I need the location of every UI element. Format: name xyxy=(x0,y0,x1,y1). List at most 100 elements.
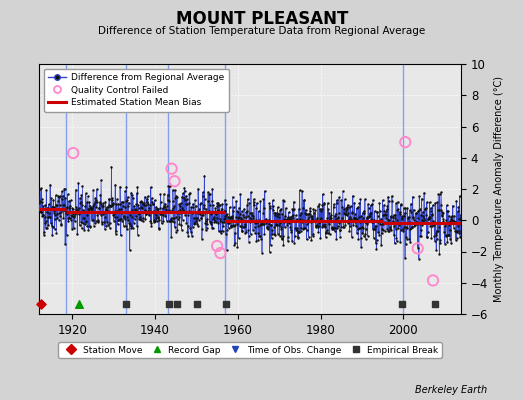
Point xyxy=(169,197,178,204)
Point xyxy=(443,239,452,246)
Point xyxy=(60,206,69,213)
Point xyxy=(341,211,349,217)
Point xyxy=(439,218,447,224)
Point xyxy=(426,214,434,220)
Point xyxy=(382,208,390,215)
Point xyxy=(247,189,255,196)
Point xyxy=(36,208,44,214)
Point xyxy=(75,205,83,211)
Point xyxy=(394,198,402,205)
Point xyxy=(313,215,321,222)
Point xyxy=(439,210,447,216)
Point xyxy=(192,210,201,216)
Point xyxy=(451,219,459,225)
Point xyxy=(48,203,56,210)
Point xyxy=(166,218,174,224)
Point xyxy=(382,212,390,218)
Point xyxy=(435,251,443,257)
Point xyxy=(386,214,395,220)
Point xyxy=(312,223,320,230)
Point xyxy=(154,214,162,220)
Point xyxy=(231,222,239,228)
Point xyxy=(74,208,82,214)
Point xyxy=(80,208,89,214)
Point xyxy=(99,203,107,209)
Point xyxy=(350,199,358,206)
Point xyxy=(270,224,279,230)
Point xyxy=(52,230,61,236)
Point xyxy=(145,212,153,218)
Point xyxy=(245,239,253,245)
Point xyxy=(237,228,246,234)
Point xyxy=(188,210,196,216)
Point xyxy=(439,216,447,222)
Point xyxy=(322,228,330,235)
Point xyxy=(241,221,249,227)
Point xyxy=(97,201,106,208)
Point xyxy=(259,210,267,216)
Point xyxy=(339,204,347,210)
Point xyxy=(133,184,141,190)
Point xyxy=(145,205,153,211)
Point xyxy=(148,201,157,208)
Point xyxy=(93,186,101,193)
Point xyxy=(453,228,461,234)
Point xyxy=(43,205,51,212)
Point xyxy=(402,224,410,230)
Point xyxy=(171,187,179,193)
Point xyxy=(289,212,297,219)
Point xyxy=(341,222,350,228)
Point xyxy=(423,216,432,222)
Point xyxy=(301,224,309,231)
Point xyxy=(255,233,264,240)
Point xyxy=(92,199,101,205)
Point xyxy=(74,180,82,186)
Point xyxy=(401,255,409,262)
Point xyxy=(425,214,433,220)
Point xyxy=(85,206,93,212)
Point xyxy=(132,207,140,214)
Point xyxy=(144,193,152,200)
Point xyxy=(371,226,379,232)
Point xyxy=(378,226,386,232)
Point xyxy=(119,198,127,205)
Point xyxy=(236,216,245,222)
Point xyxy=(252,238,260,244)
Point xyxy=(343,204,352,210)
Point xyxy=(345,214,354,220)
Point xyxy=(116,183,124,190)
Point xyxy=(176,210,184,216)
Point xyxy=(420,189,428,196)
Point xyxy=(88,216,96,223)
Point xyxy=(344,210,352,217)
Point xyxy=(140,207,149,214)
Point xyxy=(36,186,45,192)
Point xyxy=(102,206,111,213)
Point xyxy=(67,197,75,204)
Point xyxy=(230,223,238,229)
Point xyxy=(233,244,242,250)
Point xyxy=(227,223,235,229)
Point xyxy=(151,218,159,224)
Point xyxy=(366,212,374,219)
Point xyxy=(103,207,112,213)
Point xyxy=(238,217,247,223)
Point xyxy=(82,218,91,224)
Point xyxy=(285,209,293,216)
Point xyxy=(125,199,133,206)
Point xyxy=(87,206,95,212)
Point xyxy=(79,215,88,222)
Point xyxy=(168,166,176,172)
Point xyxy=(52,202,61,208)
Point xyxy=(102,223,110,230)
Point xyxy=(269,207,277,213)
Point xyxy=(368,226,377,232)
Point xyxy=(402,233,411,240)
Point xyxy=(295,206,303,212)
Point xyxy=(398,216,407,222)
Point xyxy=(432,227,441,234)
Point xyxy=(202,227,210,234)
Point xyxy=(379,226,387,233)
Point xyxy=(130,216,139,222)
Point xyxy=(407,225,415,231)
